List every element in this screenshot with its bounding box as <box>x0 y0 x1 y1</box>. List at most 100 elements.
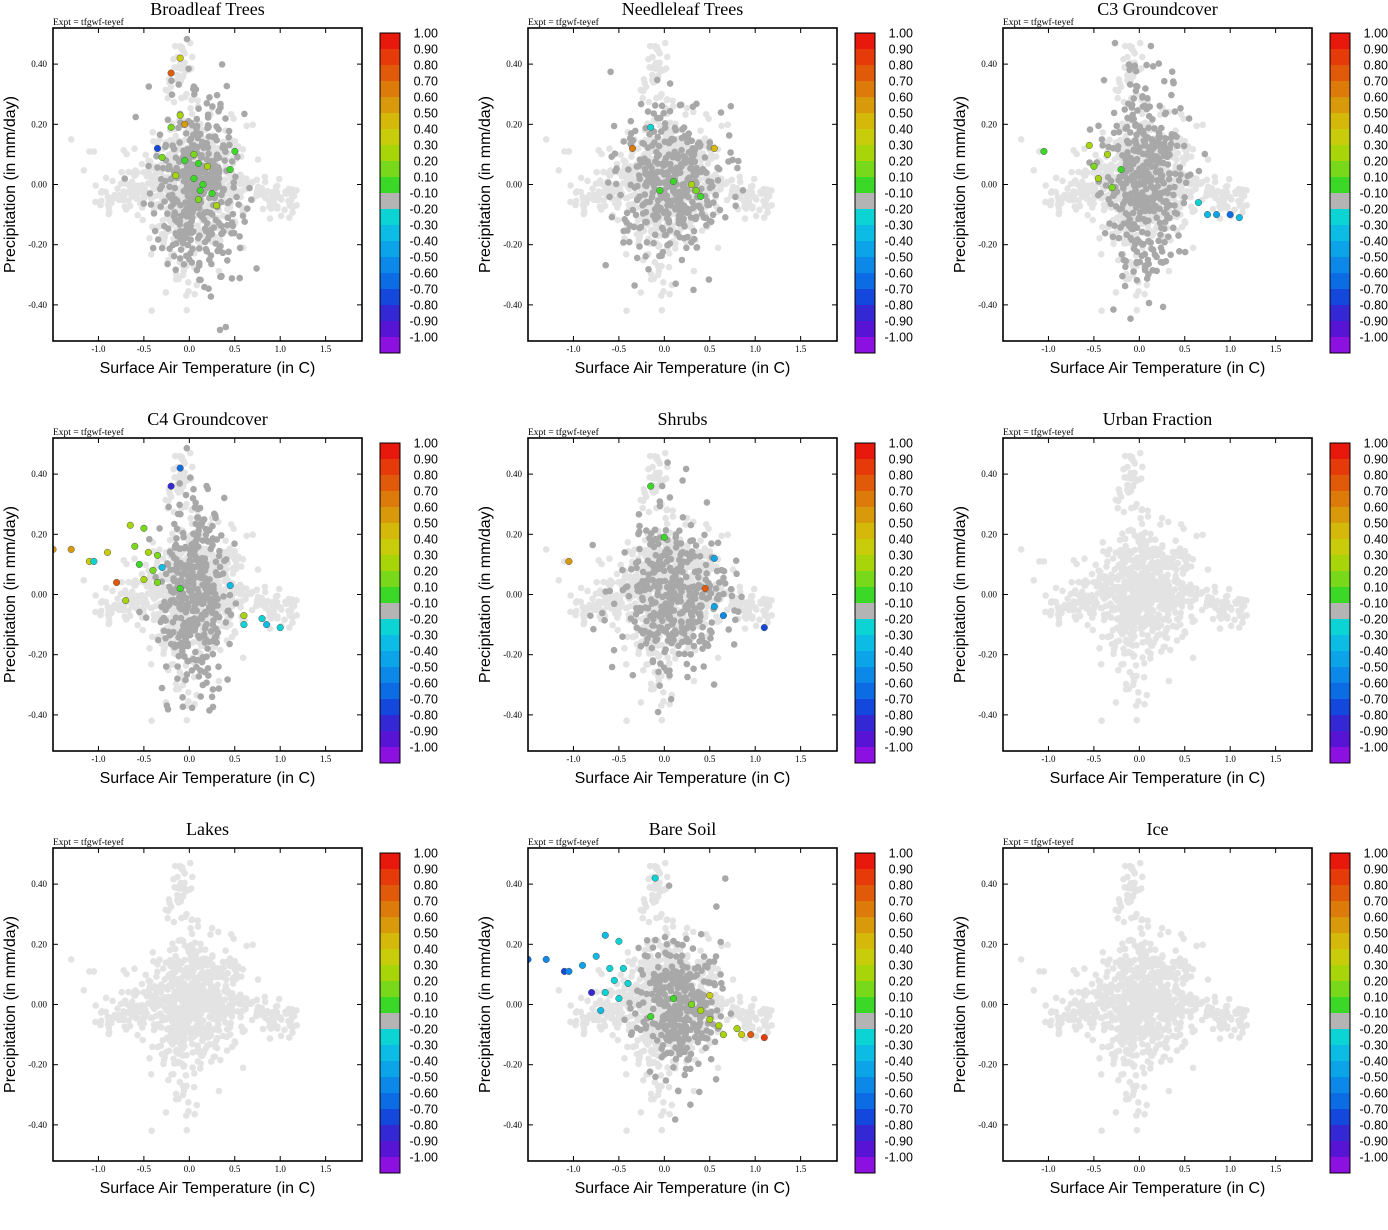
dark-point <box>1128 190 1135 197</box>
colorbar-label: -0.70 <box>885 283 914 297</box>
colorbar-swatch <box>380 209 400 225</box>
x-tick-label: 1.5 <box>320 344 332 354</box>
data-point <box>688 181 695 188</box>
background-point <box>189 54 196 61</box>
background-point <box>105 611 112 618</box>
background-point <box>106 619 113 626</box>
dark-point <box>606 194 613 201</box>
background-point <box>168 494 175 501</box>
background-point <box>1098 251 1105 258</box>
dark-point <box>219 61 226 68</box>
y-tick-label: 0.00 <box>31 180 47 190</box>
dark-point <box>677 189 684 196</box>
background-point <box>68 136 75 143</box>
dark-point <box>225 134 232 141</box>
background-point <box>177 64 184 71</box>
background-point <box>662 40 669 47</box>
dark-point <box>179 694 186 701</box>
dark-point <box>679 126 686 133</box>
background-point <box>1188 153 1195 160</box>
dark-point <box>1164 214 1171 221</box>
dark-point <box>681 223 688 230</box>
colorbar-label: -1.00 <box>410 331 439 345</box>
background-point <box>142 152 149 159</box>
dark-point <box>222 115 229 122</box>
background-point <box>222 176 229 183</box>
dark-point <box>715 177 722 184</box>
background-point <box>99 188 106 195</box>
dark-point <box>651 110 658 117</box>
dark-point <box>1153 169 1160 176</box>
dark-point <box>672 280 679 287</box>
background-point <box>111 194 118 201</box>
dark-point <box>175 81 182 88</box>
dark-point <box>174 233 181 240</box>
dark-points <box>1086 4 1208 322</box>
background-point <box>594 197 601 204</box>
colorbar-swatch <box>855 177 875 193</box>
background-point <box>265 599 272 606</box>
dark-point <box>688 214 695 221</box>
dark-point <box>1139 168 1146 175</box>
colorbar-label: -0.80 <box>885 299 914 313</box>
background-point <box>1042 182 1049 189</box>
background-point <box>1096 235 1103 242</box>
dark-point <box>680 206 687 213</box>
dark-point <box>1143 186 1150 193</box>
background-point <box>170 466 177 473</box>
y-tick-label: -0.40 <box>978 300 997 310</box>
background-point <box>646 99 653 106</box>
dark-point <box>231 230 238 237</box>
colorbar-swatch <box>1330 241 1350 257</box>
background-point <box>600 189 607 196</box>
colorbar-label: -0.50 <box>410 251 439 265</box>
dark-point <box>1176 177 1183 184</box>
dark-point <box>728 103 735 110</box>
background-point <box>764 192 771 199</box>
colorbar-swatch <box>380 145 400 161</box>
dark-point <box>248 196 255 203</box>
background-point <box>157 588 164 595</box>
dark-point <box>690 170 697 177</box>
dark-point <box>727 149 734 156</box>
dark-point <box>225 249 232 256</box>
dark-point <box>654 134 661 141</box>
data-point <box>1104 151 1111 158</box>
dark-point <box>631 224 638 231</box>
background-point <box>1084 183 1091 190</box>
background-point <box>1031 167 1038 174</box>
background-point <box>141 195 148 202</box>
dark-point <box>1122 264 1129 271</box>
background-point <box>253 191 260 198</box>
background-point <box>768 202 775 209</box>
dark-point <box>707 139 714 146</box>
data-point <box>182 157 189 164</box>
dark-point <box>241 218 248 225</box>
background-point <box>148 590 155 597</box>
background-point <box>268 205 275 212</box>
background-point <box>593 169 600 176</box>
background-point <box>1233 190 1240 197</box>
background-point <box>276 586 283 593</box>
background-point <box>243 123 250 130</box>
colorbar-swatch <box>1330 113 1350 129</box>
background-point <box>1205 156 1212 163</box>
dark-point <box>623 219 630 226</box>
dark-point <box>208 293 215 300</box>
dark-point <box>624 227 631 234</box>
dark-point <box>627 135 634 142</box>
dark-point <box>675 220 682 227</box>
dark-point <box>1128 177 1135 184</box>
background-point <box>183 501 190 508</box>
colorbar-label: 0.30 <box>889 139 913 153</box>
dark-point <box>182 677 189 684</box>
colorbar-label: -0.20 <box>885 203 914 217</box>
background-point <box>1084 212 1091 219</box>
dark-point <box>609 214 616 221</box>
dark-point <box>1177 164 1184 171</box>
dark-point <box>620 138 627 145</box>
background-point <box>142 562 149 569</box>
background-point <box>148 717 155 724</box>
